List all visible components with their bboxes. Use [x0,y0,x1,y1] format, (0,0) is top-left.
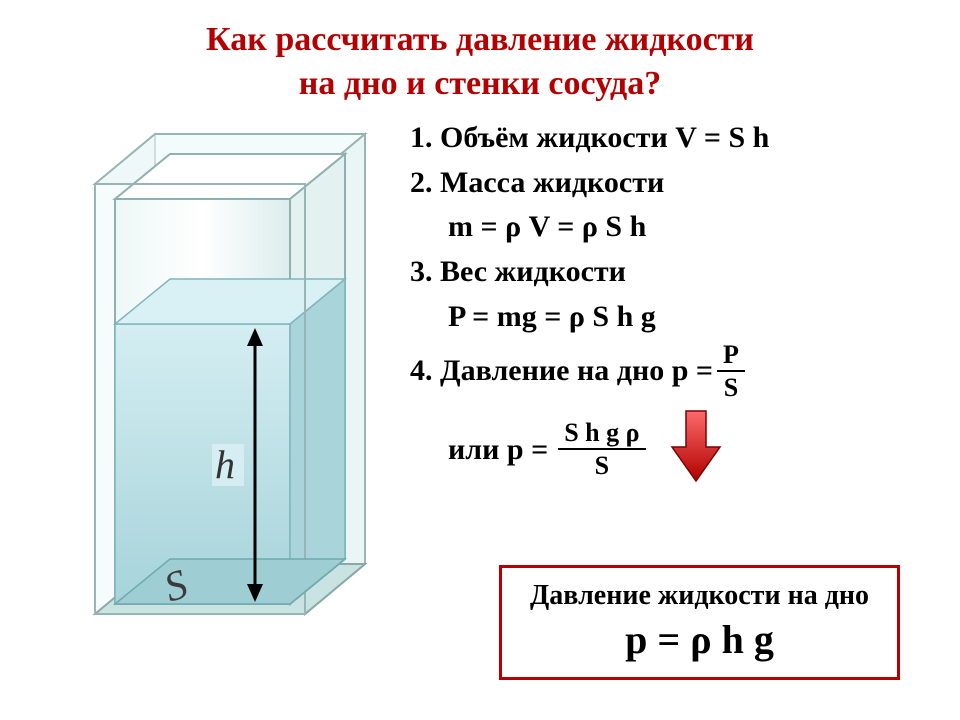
frac-shgrho-s: S h g ρ S [558,420,645,479]
or-line: или p = S h g ρ S [448,407,940,493]
frac-den: S [717,372,745,401]
frac-num: P [717,342,745,372]
step-4: 4. Давление на дно p = P S [410,342,940,401]
or-num: S h g ρ [558,420,645,450]
h-label: h [215,442,235,487]
container-diagram: h S [40,114,400,654]
result-box: Давление жидкости на дно p = ρ h g [499,565,900,680]
title-line1: Как рассчитать давление жидкости [206,21,754,58]
step-3-label: 3. Вес жидкости [410,252,940,293]
frac-P-S: P S [717,342,745,401]
or-den: S [558,450,645,479]
result-formula: p = ρ h g [530,616,869,663]
step-2-label: 2. Масса жидкости [410,163,940,204]
arrow-down-icon [668,407,724,493]
or-pre: или p = [448,433,548,467]
result-label: Давление жидкости на дно [530,580,869,612]
title-line2: на дно и стенки сосуда? [299,65,661,102]
step-2-formula: m = ρ V = ρ S h [448,207,940,246]
step-4-pre: 4. Давление на дно p = [410,351,713,392]
step-1: 1. Объём жидкости V = S h [410,118,940,159]
container-svg: h S [55,124,385,654]
step-3-formula: P = mg = ρ S h g [448,297,940,336]
